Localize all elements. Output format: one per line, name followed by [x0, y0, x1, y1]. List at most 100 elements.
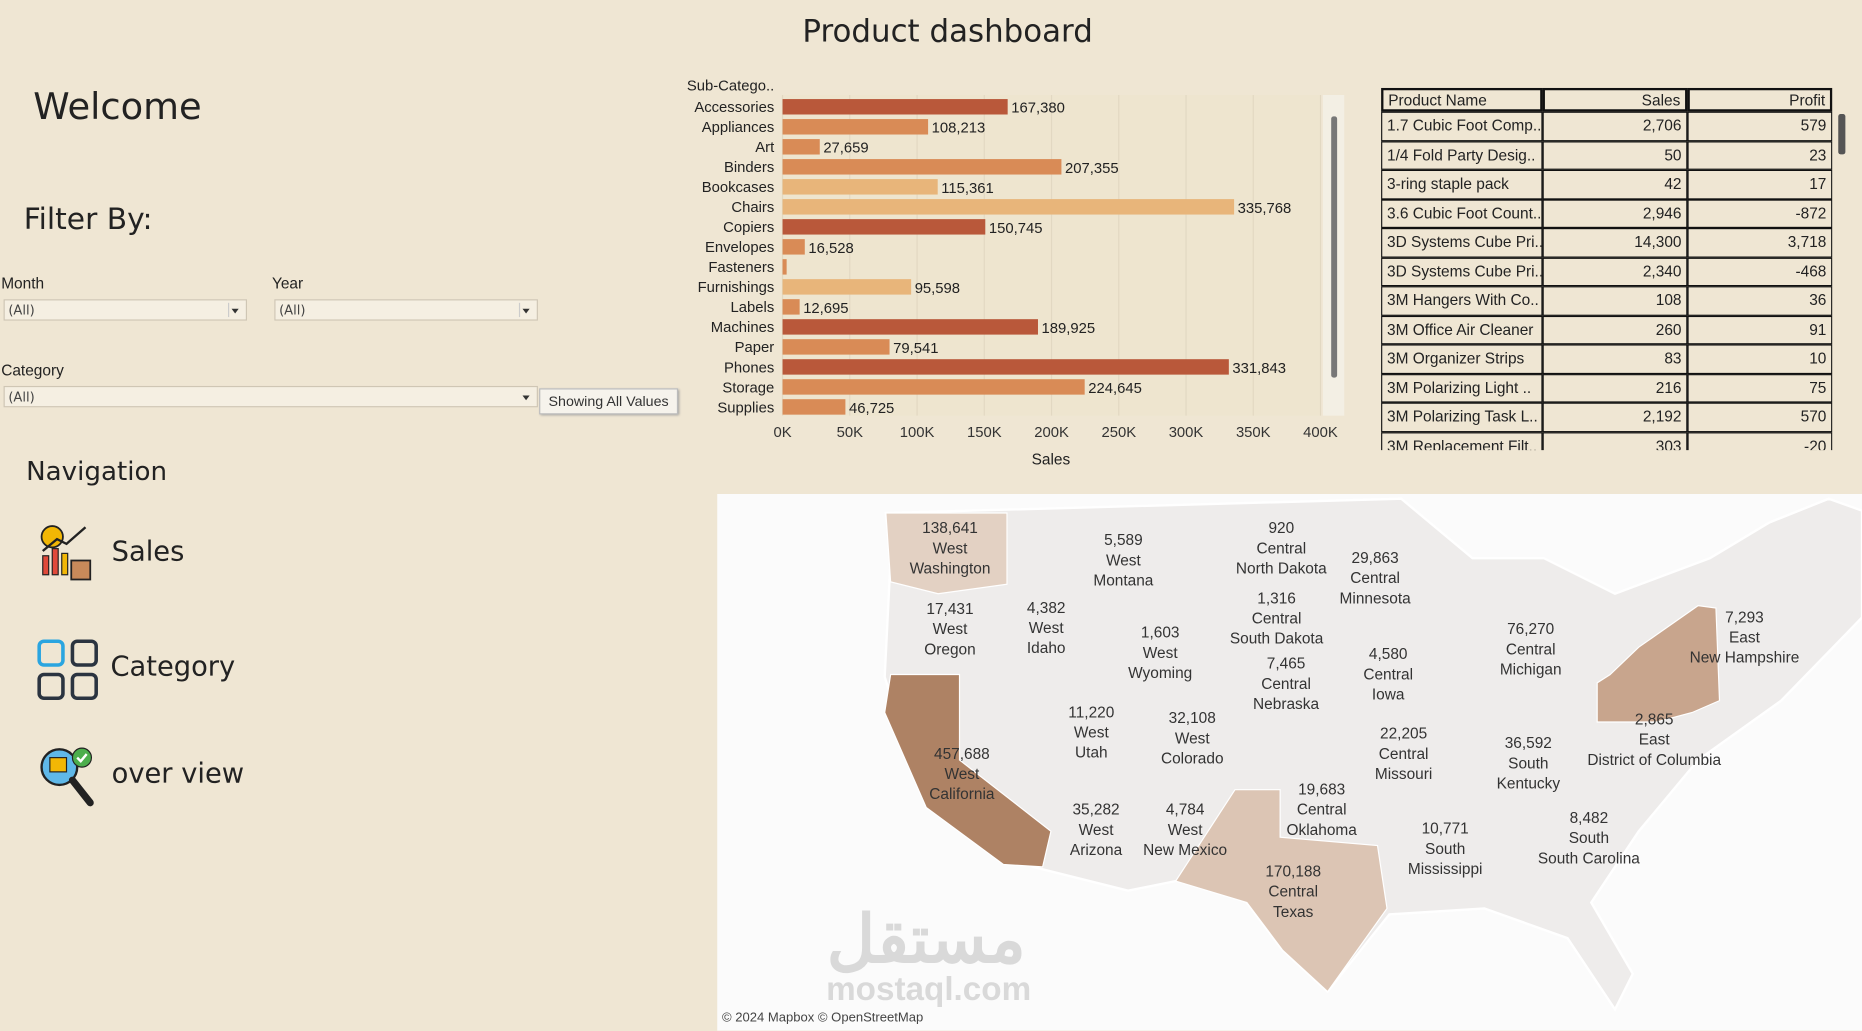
y-tick-label: Copiers: [723, 220, 774, 236]
map-label: 32,108: [1169, 710, 1216, 727]
table-cell: 23: [1687, 140, 1833, 170]
map-label: New Hampshire: [1690, 650, 1800, 667]
data-label: 189,925: [1042, 321, 1096, 337]
table-cell: 10: [1687, 344, 1833, 374]
nav-link[interactable]: over view: [111, 758, 245, 790]
data-label: 150,745: [989, 221, 1043, 237]
bar: [782, 319, 1038, 335]
bar: [782, 139, 820, 155]
map-label: West: [1074, 724, 1110, 741]
map-label: 19,683: [1298, 781, 1345, 798]
table-cell: 36: [1687, 286, 1833, 316]
bar-chart: 0K 50K 100K 150K 200K 250K 300K 350K 400K Sub-Cat…: [687, 78, 1338, 468]
column-header: Sales: [1542, 87, 1688, 112]
map-label: 11,220: [1068, 704, 1114, 721]
scrollbar[interactable]: [1331, 116, 1338, 378]
bar: [782, 239, 805, 255]
x-tick-label: 0K: [773, 425, 791, 441]
map-label: New Mexico: [1143, 842, 1227, 859]
map-label: Minnesota: [1340, 590, 1412, 607]
table-cell: 1/4 Fold Party Desig..: [1381, 140, 1543, 170]
data-label: 95,598: [915, 281, 960, 297]
nav-link[interactable]: Category: [110, 651, 236, 683]
map-label: 22,205: [1380, 726, 1427, 743]
data-label: 335,768: [1238, 201, 1292, 217]
table-cell: 3,718: [1687, 228, 1833, 258]
x-axis-label: Sales: [1032, 451, 1071, 468]
table-cell: 75: [1687, 373, 1833, 403]
table-cell: 570: [1687, 402, 1833, 432]
table-row: 3M Polarizing Task L.. 2,192 570: [1381, 402, 1833, 432]
map-label: 35,282: [1072, 802, 1119, 819]
category-dropdown[interactable]: (All): [3, 385, 538, 408]
data-label: 207,355: [1065, 161, 1119, 177]
map-label: Mississippi: [1408, 861, 1483, 878]
map-label: 1,316: [1257, 590, 1296, 607]
map-label: Central: [1256, 540, 1306, 557]
month-dropdown[interactable]: (All): [3, 299, 247, 321]
watermark: مستقل: [827, 903, 1026, 977]
state-shape: [885, 512, 1008, 595]
map-label: 457,688: [934, 746, 990, 763]
map-label: West: [1175, 730, 1211, 747]
map-label: Utah: [1075, 745, 1108, 762]
table-row: 3M Hangers With Co.. 108 36: [1381, 286, 1833, 316]
map-label: Iowa: [1372, 686, 1405, 703]
map-label: West: [933, 540, 969, 557]
table-cell: 83: [1542, 344, 1688, 374]
year-dropdown[interactable]: (All): [274, 299, 538, 321]
y-tick-label: Machines: [711, 320, 774, 336]
map-label: Central: [1379, 746, 1429, 763]
y-tick-label: Envelopes: [705, 240, 774, 256]
column-header: Product Name: [1381, 87, 1543, 112]
table-cell: 579: [1687, 111, 1833, 141]
table-cell: 3D Systems Cube Pri..: [1381, 228, 1543, 258]
filter-label: Category: [1, 361, 64, 379]
table-cell: 3M Office Air Cleaner: [1381, 315, 1543, 345]
x-tick-label: 350K: [1236, 425, 1271, 441]
map-label: 1,603: [1141, 625, 1180, 642]
map-label: West: [933, 621, 969, 638]
map-label: South: [1569, 830, 1609, 847]
table-cell: 3M Polarizing Task L..: [1381, 402, 1543, 432]
dashboard-title: Product dashboard: [802, 14, 1093, 50]
column-header: Profit: [1687, 87, 1833, 112]
table-scrollbar[interactable]: [1838, 114, 1846, 155]
map-label: Montana: [1093, 572, 1153, 589]
y-axis-label: Sub-Catego..: [687, 78, 774, 94]
map-label: Central: [1252, 610, 1302, 627]
map-label: Colorado: [1161, 751, 1224, 768]
nav-link[interactable]: Sales: [111, 536, 185, 568]
filter-tooltip: Showing All Values: [539, 388, 679, 415]
table-cell: 2,706: [1542, 111, 1688, 141]
map-label: 5,589: [1104, 532, 1143, 549]
map-label: Central: [1350, 570, 1400, 587]
table-cell: 2,340: [1542, 257, 1688, 287]
x-tick-label: 400K: [1303, 425, 1338, 441]
bar: [782, 279, 912, 295]
data-label: 108,213: [932, 121, 986, 137]
bar: [782, 379, 1085, 395]
map-label: Central: [1363, 666, 1413, 683]
filter-heading: Filter By:: [23, 201, 153, 237]
table-row: 1/4 Fold Party Desig.. 50 23: [1381, 140, 1833, 170]
map-label: Central: [1261, 676, 1311, 693]
table-cell: 3.6 Cubic Foot Count..: [1381, 198, 1543, 228]
table-row: 1.7 Cubic Foot Comp.. 2,706 579: [1381, 111, 1833, 141]
map-label: Missouri: [1375, 766, 1432, 783]
map-label: Nebraska: [1253, 696, 1319, 713]
map-label: East: [1639, 732, 1671, 749]
data-label: 79,541: [893, 341, 938, 357]
table-row: 3.6 Cubic Foot Count.. 2,946 -872: [1381, 198, 1833, 228]
bar: [782, 199, 1235, 215]
table-row: 3M Office Air Cleaner 260 91: [1381, 315, 1833, 345]
table-cell: 17: [1687, 169, 1833, 199]
table-cell: 14,300: [1542, 228, 1688, 258]
table-cell: 1.7 Cubic Foot Comp..: [1381, 111, 1543, 141]
dropdown-value: (All): [8, 389, 35, 405]
map-label: West: [1079, 822, 1115, 839]
table-cell: 91: [1687, 315, 1833, 345]
map-label: Idaho: [1027, 640, 1066, 657]
map-label: 2,865: [1635, 711, 1674, 728]
data-label: 115,361: [941, 181, 993, 197]
